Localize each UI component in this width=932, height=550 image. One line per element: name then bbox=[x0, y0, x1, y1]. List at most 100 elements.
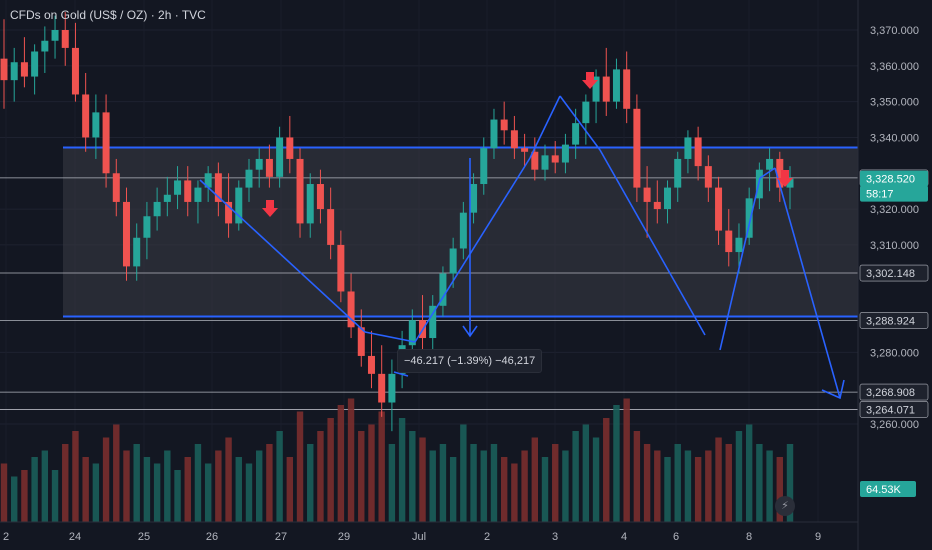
volume-bar bbox=[286, 457, 294, 522]
volume-bar bbox=[143, 457, 151, 522]
volume-bar bbox=[409, 431, 416, 522]
trendline[interactable] bbox=[364, 331, 416, 343]
volume-bar bbox=[133, 444, 140, 522]
candle-body bbox=[10, 62, 18, 81]
candle-body bbox=[521, 148, 529, 152]
volume-bar bbox=[725, 444, 732, 522]
candle-body bbox=[531, 151, 539, 170]
price-tag-level: 3,268.908 bbox=[866, 387, 915, 399]
replay-button[interactable]: ⚡ bbox=[775, 496, 795, 516]
time-axis-label: 3 bbox=[552, 531, 558, 543]
volume-bar bbox=[715, 437, 722, 522]
volume-bar bbox=[582, 424, 590, 522]
volume-bar bbox=[490, 444, 498, 522]
candle-body bbox=[174, 180, 182, 195]
candle-body bbox=[184, 180, 192, 202]
candle-body bbox=[623, 69, 631, 109]
volume-bar bbox=[123, 450, 130, 522]
candle-body bbox=[51, 30, 59, 41]
volume-bar bbox=[307, 444, 314, 522]
volume-bar bbox=[705, 450, 712, 522]
time-axis-label: 29 bbox=[338, 531, 350, 543]
time-axis-label: 2 bbox=[484, 531, 490, 543]
volume-bar bbox=[643, 444, 651, 522]
volume-bar bbox=[113, 424, 120, 522]
candle-body bbox=[276, 137, 284, 177]
volume-bar bbox=[531, 437, 539, 522]
trendline[interactable] bbox=[774, 167, 841, 399]
candle-body bbox=[112, 173, 120, 202]
volume-bar bbox=[674, 444, 681, 522]
candle-body bbox=[776, 158, 784, 188]
volume-bar bbox=[613, 405, 620, 522]
volume-bar bbox=[51, 470, 59, 522]
volume-bar bbox=[766, 450, 773, 522]
volume-bar bbox=[358, 431, 365, 522]
candle-body bbox=[41, 40, 49, 52]
trendline[interactable] bbox=[529, 95, 561, 159]
candle-body bbox=[480, 148, 488, 185]
candle-body bbox=[704, 166, 712, 188]
volume-bar bbox=[419, 437, 426, 522]
candle-body bbox=[612, 69, 620, 102]
time-axis-label: 6 bbox=[673, 531, 679, 543]
price-tag-level: 3,302.148 bbox=[866, 268, 915, 280]
candle-body bbox=[602, 76, 610, 102]
sell-arrow-marker bbox=[582, 72, 598, 89]
candle-body bbox=[378, 373, 386, 403]
volume-bar bbox=[317, 431, 324, 522]
price-tag-level-bg bbox=[859, 264, 929, 282]
sell-arrow-marker bbox=[262, 200, 278, 217]
candle-body bbox=[510, 130, 518, 149]
trendline[interactable] bbox=[199, 179, 366, 333]
volume-bar bbox=[164, 450, 171, 522]
sell-arrow-marker bbox=[777, 170, 793, 187]
volume-bar bbox=[347, 398, 355, 522]
trendline[interactable] bbox=[719, 177, 761, 351]
volume-bar bbox=[215, 450, 222, 522]
volume-bar bbox=[21, 470, 28, 522]
candle-body bbox=[92, 112, 100, 138]
volume-bar bbox=[735, 431, 743, 522]
volume-bar bbox=[541, 457, 549, 522]
volume-bar bbox=[204, 463, 212, 522]
volume-bar bbox=[684, 450, 692, 522]
candle-body bbox=[133, 237, 141, 267]
volume-bar bbox=[62, 444, 69, 522]
time-axis-label: 24 bbox=[69, 531, 81, 543]
price-axis-tick-label: 3,260.000 bbox=[870, 419, 919, 431]
volume-bar bbox=[756, 444, 763, 522]
candle-body bbox=[745, 198, 753, 238]
trendline[interactable] bbox=[414, 157, 531, 343]
trendline[interactable] bbox=[759, 167, 776, 179]
candle-body bbox=[265, 158, 273, 177]
trendline[interactable] bbox=[599, 149, 706, 336]
volume-bar bbox=[388, 444, 396, 522]
volume-bar bbox=[664, 457, 671, 522]
volume-bar bbox=[337, 405, 345, 522]
candle-body bbox=[316, 184, 324, 210]
volume-bar bbox=[184, 457, 191, 522]
time-axis-label: Jul bbox=[412, 531, 426, 543]
time-axis-label: 27 bbox=[275, 531, 287, 543]
measure-anchor bbox=[393, 371, 409, 377]
candle-body bbox=[429, 305, 437, 339]
volume-bar bbox=[511, 463, 518, 522]
candle-body bbox=[664, 187, 672, 210]
volume-bar bbox=[245, 463, 253, 522]
volume-bar bbox=[255, 450, 263, 522]
trendline-arrowhead bbox=[821, 379, 845, 400]
candle-body bbox=[500, 119, 508, 131]
time-axis-label: 4 bbox=[621, 531, 627, 543]
volume-bar bbox=[82, 457, 89, 522]
volume-bar bbox=[521, 450, 528, 522]
trendline[interactable] bbox=[559, 95, 601, 151]
volume-bar bbox=[0, 463, 8, 522]
price-axis-tick-label: 3,340.000 bbox=[870, 132, 919, 144]
candle-body bbox=[653, 201, 661, 210]
candle-body bbox=[61, 30, 69, 48]
measure-label: −46.217 (−1.39%) −46,217 bbox=[397, 349, 543, 373]
volume-bar bbox=[174, 470, 181, 522]
